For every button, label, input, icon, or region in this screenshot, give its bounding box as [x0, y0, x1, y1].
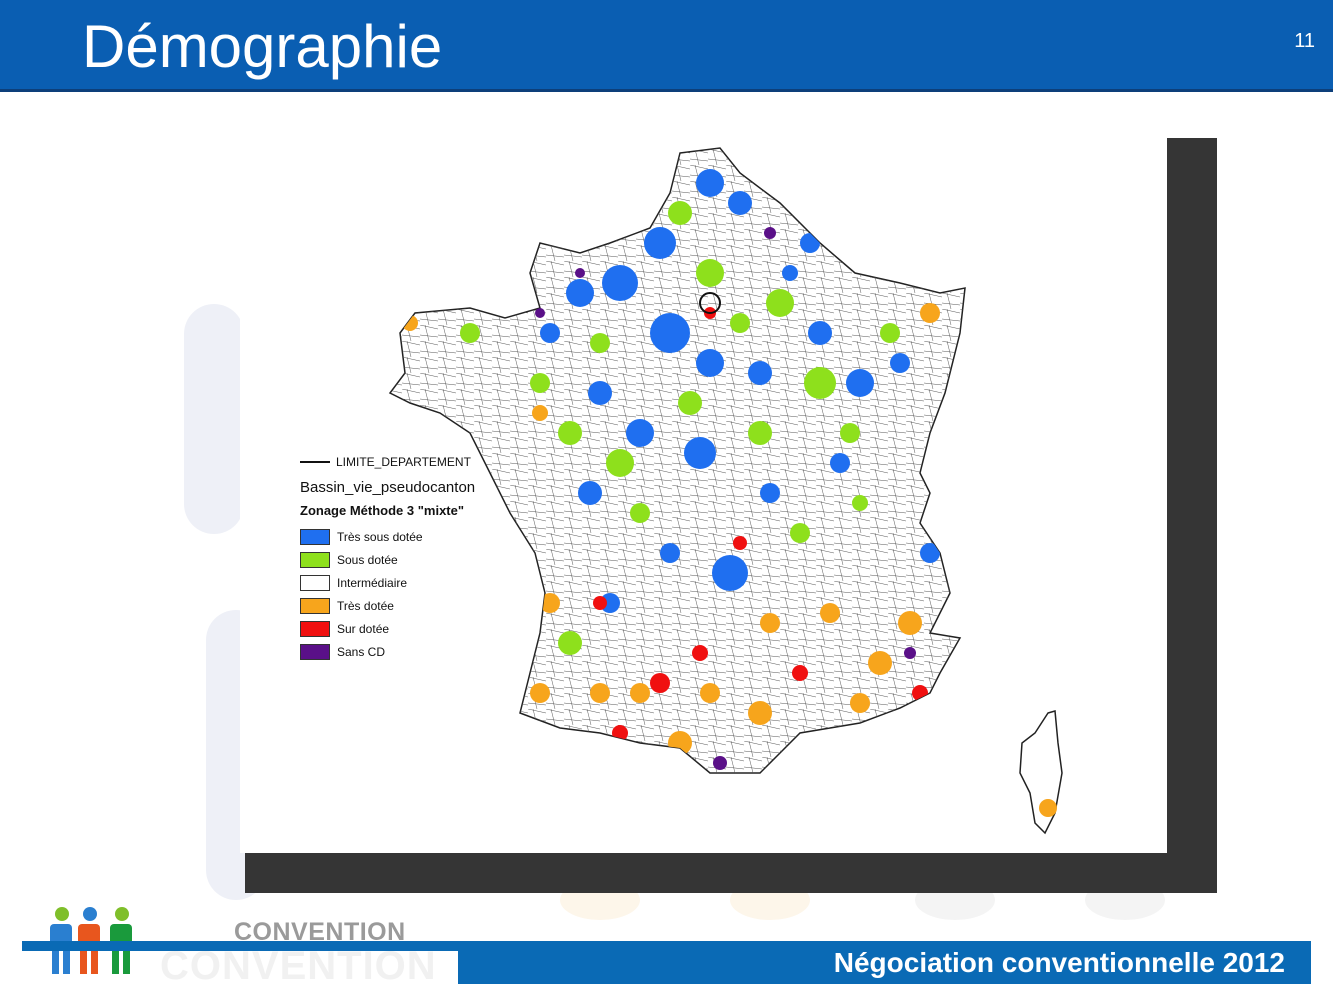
legend-swatch [300, 574, 330, 591]
legend-swatch [300, 643, 330, 660]
paris-area [699, 292, 721, 314]
legend-item-label: Sur dotée [337, 621, 390, 636]
map-frame: LIMITE_DEPARTEMENT Bassin_vie_pseudocant… [240, 133, 1167, 853]
corsica-outline [1019, 710, 1063, 835]
legend-item-label: Intermédiaire [337, 575, 408, 590]
legend-item-label: Sans CD [337, 644, 386, 659]
page-number: 11 [1294, 30, 1315, 52]
logo-underline [22, 941, 458, 951]
background-shape [184, 304, 244, 534]
logo-text: CONVENTION [234, 918, 406, 946]
legend-boundary-row: LIMITE_DEPARTEMENT [300, 453, 560, 471]
page-title: Démographie [82, 13, 443, 80]
logo-ghost-text: CONVENTION [160, 944, 437, 988]
legend-item: Intermédiaire [300, 571, 560, 594]
legend-item: Sous dotée [300, 548, 560, 571]
france-map [388, 147, 1063, 835]
legend-swatch [300, 620, 330, 637]
legend-swatch [300, 528, 330, 545]
corsica-patch [1039, 799, 1057, 817]
legend-item: Très dotée [300, 594, 560, 617]
legend-boundary-line [300, 461, 330, 463]
legend-boundary-label: LIMITE_DEPARTEMENT [336, 455, 471, 469]
footer-banner: Négociation conventionnelle 2012 [458, 941, 1311, 984]
legend-item: Sur dotée [300, 617, 560, 640]
legend-zoning-title: Zonage Méthode 3 "mixte" [300, 503, 465, 518]
legend-swatch [300, 597, 330, 614]
legend-item-label: Très dotée [337, 598, 394, 613]
footer-banner-text: Négociation conventionnelle 2012 [833, 947, 1285, 978]
map-legend: LIMITE_DEPARTEMENT Bassin_vie_pseudocant… [300, 453, 560, 663]
legend-swatch [300, 551, 330, 568]
legend-item-label: Sous dotée [337, 552, 398, 567]
legend-item-label: Très sous dotée [337, 529, 423, 544]
header-bar: Démographie 11 [0, 0, 1333, 92]
legend-item: Sans CD [300, 640, 560, 663]
convention-logo-icon [50, 907, 132, 974]
legend-layer-name: Bassin_vie_pseudocanton [300, 479, 476, 496]
legend-item: Très sous dotée [300, 525, 560, 548]
